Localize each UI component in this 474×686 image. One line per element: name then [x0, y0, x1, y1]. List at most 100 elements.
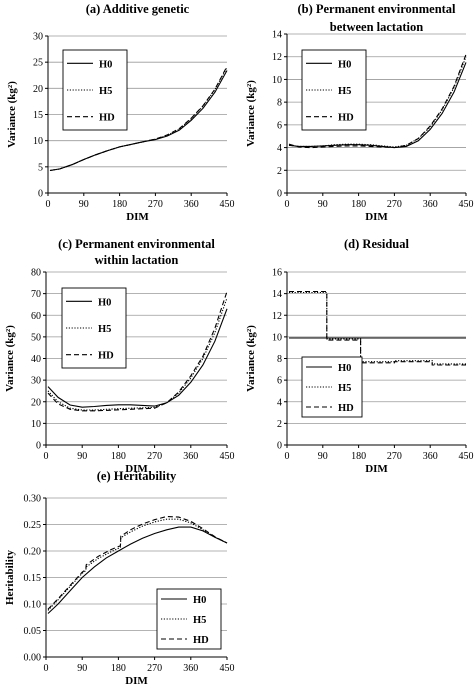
legend-label-h5: H5 — [338, 383, 351, 394]
legend-label-h5: H5 — [338, 86, 351, 97]
y-tick-label: 6 — [277, 376, 282, 387]
legend-label-h5: H5 — [99, 86, 112, 97]
x-tick-label: 450 — [459, 451, 474, 462]
chart-title: (c) Permanent environmental — [58, 237, 215, 251]
legend-label-h0: H0 — [338, 59, 351, 70]
x-tick-label: 180 — [112, 199, 127, 210]
y-tick-label: 30 — [31, 376, 41, 387]
series-line-h5 — [288, 56, 467, 148]
x-tick-label: 0 — [46, 199, 51, 210]
legend-label-hd: HD — [98, 351, 114, 362]
x-tick-label: 180 — [111, 663, 126, 674]
x-tick-label: 270 — [147, 663, 162, 674]
y-tick-label: 10 — [31, 419, 41, 430]
y-tick-label: 30 — [33, 32, 43, 43]
y-tick-label: 20 — [31, 397, 41, 408]
chart-title: (e) Heritability — [97, 469, 177, 483]
series-line-hd — [47, 515, 228, 610]
y-tick-label: 40 — [31, 354, 41, 365]
chart-title: (b) Permanent environmental — [297, 2, 456, 16]
y-axis-label: Variance (kg²) — [6, 81, 18, 148]
y-tick-label: 0 — [277, 189, 282, 200]
x-axis-label: DIM — [126, 211, 149, 223]
y-tick-label: 80 — [31, 268, 41, 279]
x-tick-label: 270 — [387, 451, 402, 462]
chart-d: (d) Residual 0 2 4 6 8 10 12 14 16 0 90 180 270 360 450… — [245, 237, 474, 475]
legend-label-hd: HD — [193, 635, 209, 646]
y-tick-label: 25 — [33, 58, 43, 69]
y-tick-label: 15 — [33, 110, 43, 121]
y-tick-label: 0 — [277, 441, 282, 452]
y-axis-label: Heritability — [4, 550, 16, 605]
chart-title: (d) Residual — [344, 237, 409, 251]
legend-label-hd: HD — [338, 113, 354, 124]
y-tick-label: 0 — [36, 441, 41, 452]
x-axis-label: DIM — [125, 675, 148, 686]
y-tick-label: 0.05 — [24, 626, 42, 637]
y-tick-label: 8 — [277, 354, 282, 365]
legend-label-h5: H5 — [98, 324, 111, 335]
y-tick-label: 4 — [277, 143, 282, 154]
y-tick-label: 10 — [272, 332, 282, 343]
y-tick-label: 70 — [31, 289, 41, 300]
x-tick-label: 450 — [220, 663, 235, 674]
y-tick-label: 2 — [277, 166, 282, 177]
x-tick-label: 450 — [220, 451, 235, 462]
x-tick-label: 90 — [318, 199, 328, 210]
y-tick-label: 0.15 — [24, 573, 42, 584]
y-axis-label: Variance (kg²) — [4, 325, 16, 392]
x-tick-label: 90 — [77, 451, 87, 462]
series-line-hd — [49, 66, 228, 172]
legend: H0 H5 HD — [301, 356, 363, 418]
y-tick-label: 10 — [33, 136, 43, 147]
series-line-hd — [47, 291, 228, 412]
series-line-h5 — [289, 291, 466, 365]
y-tick-label: 0.10 — [24, 600, 42, 611]
legend-label-h0: H0 — [193, 595, 206, 606]
legend-label-hd: HD — [338, 403, 354, 414]
series-line-h5 — [47, 518, 228, 611]
x-axis-label: DIM — [365, 463, 388, 475]
y-tick-label: 20 — [33, 84, 43, 95]
y-tick-label: 5 — [38, 162, 43, 173]
series-line-h0 — [47, 526, 228, 614]
y-axis-label: Variance (kg²) — [245, 325, 257, 392]
y-tick-label: 0 — [38, 189, 43, 200]
legend: H0 H5 HD — [156, 588, 222, 650]
x-tick-label: 270 — [147, 451, 162, 462]
y-tick-label: 16 — [272, 268, 282, 279]
chart-title: within lactation — [95, 253, 179, 267]
y-tick-label: 2 — [277, 419, 282, 430]
chart-e: (e) Heritability 0.00 0.05 0.10 0.15 0.20 0.25… — [4, 469, 235, 686]
x-tick-label: 90 — [79, 199, 89, 210]
series-line-hd — [288, 54, 467, 149]
legend: H0 H5 HD — [62, 49, 128, 131]
x-tick-label: 180 — [351, 451, 366, 462]
legend-label-h0: H0 — [99, 59, 112, 70]
y-tick-label: 14 — [272, 289, 282, 300]
legend: H0 H5 HD — [61, 287, 127, 369]
x-tick-label: 270 — [148, 199, 163, 210]
x-axis-label: DIM — [365, 211, 388, 223]
y-axis-label: Variance (kg²) — [245, 80, 257, 147]
x-tick-label: 0 — [285, 451, 290, 462]
chart-b: (b) Permanent environmental between lacta… — [245, 2, 474, 223]
legend-label-h0: H0 — [338, 363, 351, 374]
x-tick-label: 450 — [220, 199, 235, 210]
x-tick-label: 270 — [387, 199, 402, 210]
y-tick-label: 4 — [277, 397, 282, 408]
y-tick-label: 10 — [272, 75, 282, 86]
y-tick-label: 12 — [272, 52, 282, 63]
series-line-hd — [289, 290, 466, 366]
y-tick-label: 8 — [277, 98, 282, 109]
legend-label-h5: H5 — [193, 615, 206, 626]
y-tick-label: 0.30 — [24, 494, 42, 505]
y-tick-label: 14 — [272, 30, 282, 41]
x-tick-label: 0 — [44, 663, 49, 674]
y-tick-label: 0.25 — [24, 520, 42, 531]
x-tick-label: 90 — [77, 663, 87, 674]
y-tick-label: 6 — [277, 120, 282, 131]
x-axis-label: DIM — [125, 463, 148, 475]
y-tick-label: 12 — [272, 311, 282, 322]
x-tick-label: 360 — [183, 451, 198, 462]
